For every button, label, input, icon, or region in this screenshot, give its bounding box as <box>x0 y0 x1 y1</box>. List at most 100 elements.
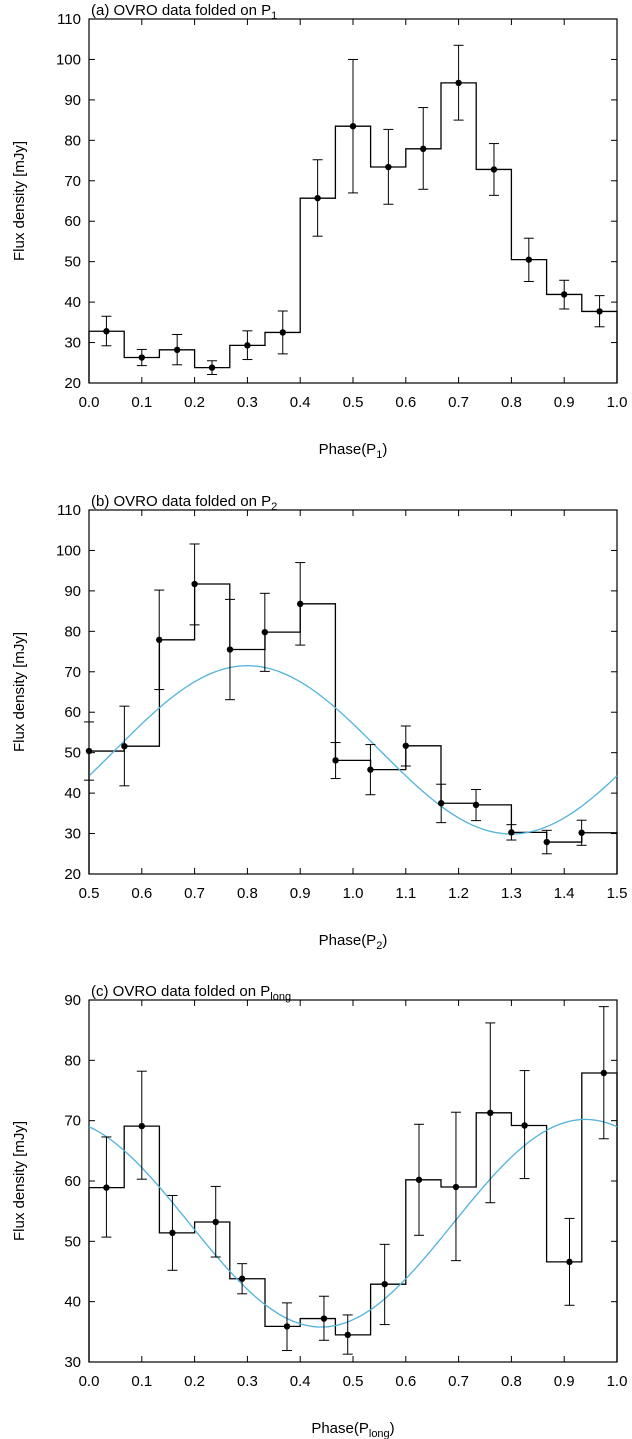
y-tick-label: 90 <box>64 992 81 1009</box>
y-tick-label: 70 <box>64 1113 81 1130</box>
data-point <box>487 1109 494 1117</box>
data-point <box>138 1122 145 1130</box>
y-tick-label: 50 <box>64 254 81 271</box>
x-tick-label: 0.7 <box>448 394 469 411</box>
x-axis-label: Phase(Plong) <box>311 1420 394 1439</box>
x-tick-label: 0.5 <box>343 1373 364 1390</box>
y-tick-label: 80 <box>64 623 81 640</box>
x-tick-label: 0.2 <box>184 1373 205 1390</box>
histogram-steps <box>88 1072 618 1362</box>
y-tick-label: 40 <box>64 1294 81 1311</box>
data-point <box>521 1122 528 1129</box>
y-tick-label: 60 <box>64 704 81 721</box>
y-tick-label: 30 <box>64 335 81 352</box>
panel-title: (a) OVRO data folded on P1 <box>91 2 277 22</box>
x-tick-label: 1.0 <box>607 394 628 411</box>
y-tick-label: 80 <box>64 132 81 149</box>
x-tick-label: 0.9 <box>290 885 311 902</box>
data-point <box>212 1218 219 1226</box>
y-tick-label: 50 <box>64 1233 81 1250</box>
data-point <box>385 163 392 171</box>
panel-title: (c) OVRO data folded on Plong <box>91 983 291 1003</box>
data-point <box>349 122 357 130</box>
y-tick-label: 110 <box>57 11 81 28</box>
data-point <box>452 1183 460 1191</box>
data-point <box>437 800 445 807</box>
histogram-steps <box>88 583 618 874</box>
data-point <box>525 256 533 263</box>
x-tick-label: 1.0 <box>343 885 364 902</box>
x-tick-label: 0.1 <box>131 394 152 411</box>
data-point <box>283 1323 291 1330</box>
fit-curve <box>88 665 618 835</box>
y-tick-label: 70 <box>64 664 81 681</box>
data-point <box>600 1069 607 1077</box>
data-point <box>297 600 304 608</box>
plot-frame <box>88 999 618 1363</box>
x-tick-label: 1.2 <box>448 885 469 902</box>
y-tick-label: 60 <box>64 213 81 230</box>
data-point <box>420 145 427 153</box>
data-point <box>191 580 198 588</box>
x-tick-label: 0.4 <box>290 1373 311 1390</box>
x-tick-label: 0.7 <box>448 1373 469 1390</box>
data-point <box>226 646 234 653</box>
fit-curve <box>88 1118 618 1328</box>
data-point <box>103 328 110 335</box>
data-point <box>208 364 216 371</box>
data-point <box>566 1258 573 1266</box>
y-tick-label: 50 <box>64 745 81 762</box>
y-tick-label: 80 <box>64 1052 81 1069</box>
chart-panel-a: 0.0 0.1 0.2 0.3 0.4 0.5 0.6 0.7 0.8 0.9 1.0 20 30 40 5… <box>11 2 627 461</box>
chart-panel-b: 0.5 0.6 0.7 0.8 0.9 1.0 1.1 1.2 1.3 1.4 1.5 20 30 40 5… <box>11 493 627 952</box>
y-axis-label: Flux density [mJy] <box>11 141 28 261</box>
x-tick-label: 0.7 <box>184 885 205 902</box>
x-tick-label: 0.8 <box>501 1373 522 1390</box>
data-point <box>320 1315 328 1322</box>
y-tick-label: 20 <box>64 375 81 392</box>
x-tick-label: 1.4 <box>554 885 575 902</box>
x-tick-label: 1.5 <box>607 885 628 902</box>
data-point <box>508 829 515 836</box>
x-tick-label: 0.5 <box>79 885 100 902</box>
y-tick-label: 40 <box>64 785 81 802</box>
data-point <box>332 757 339 764</box>
data-point <box>279 329 286 336</box>
x-tick-label: 1.0 <box>607 1373 628 1390</box>
data-point <box>121 742 128 750</box>
y-axis-label: Flux density [mJy] <box>11 1121 28 1241</box>
data-point <box>314 194 321 202</box>
data-point <box>85 747 93 755</box>
y-tick-label: 30 <box>64 1354 81 1371</box>
x-tick-label: 0.9 <box>554 394 575 411</box>
y-tick-label: 20 <box>64 866 81 883</box>
x-tick-label: 0.0 <box>79 1373 100 1390</box>
data-point <box>238 1275 246 1282</box>
x-tick-label: 1.3 <box>501 885 522 902</box>
x-tick-label: 0.6 <box>395 394 416 411</box>
y-tick-label: 90 <box>64 583 81 600</box>
panel-title: (b) OVRO data folded on P2 <box>91 493 277 513</box>
data-point <box>561 291 568 298</box>
data-point <box>578 829 585 836</box>
y-tick-label: 100 <box>56 542 81 559</box>
y-axis-label: Flux density [mJy] <box>11 632 28 752</box>
x-tick-label: 0.6 <box>395 1373 416 1390</box>
data-point <box>169 1229 176 1237</box>
y-tick-label: 60 <box>64 1173 81 1190</box>
x-tick-label: 0.4 <box>290 394 311 411</box>
data-point <box>244 342 251 349</box>
data-point <box>402 742 409 749</box>
data-point <box>381 1280 388 1288</box>
x-tick-label: 0.3 <box>237 394 258 411</box>
data-point <box>344 1331 351 1339</box>
x-tick-label: 1.1 <box>395 885 416 902</box>
x-tick-label: 0.1 <box>131 1373 152 1390</box>
data-point <box>472 801 480 809</box>
data-point <box>367 766 374 773</box>
plot-frame <box>88 509 618 875</box>
y-tick-label: 70 <box>64 173 81 190</box>
x-tick-label: 0.8 <box>501 394 522 411</box>
data-point <box>415 1176 423 1183</box>
